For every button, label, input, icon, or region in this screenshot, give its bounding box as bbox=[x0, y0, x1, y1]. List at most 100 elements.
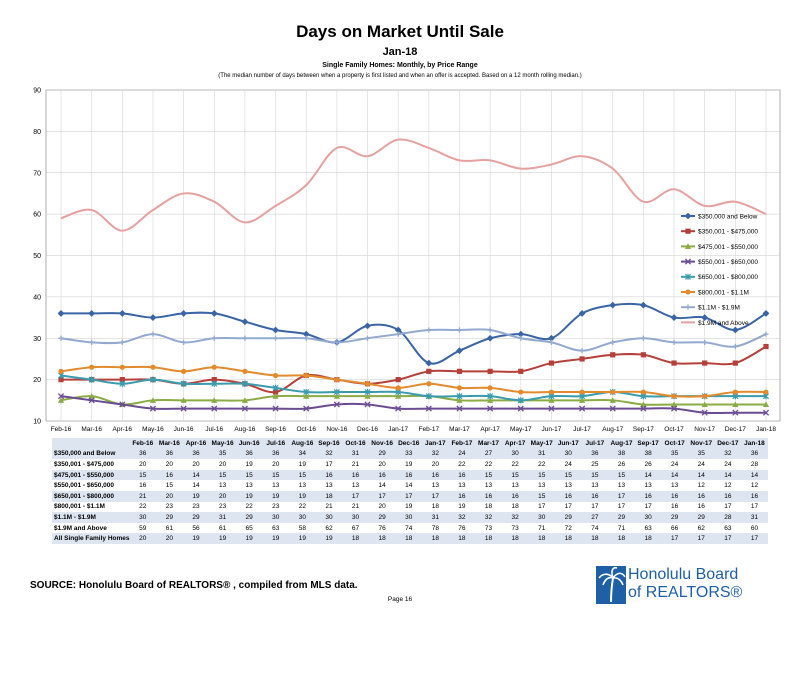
table-cell: 16 bbox=[448, 469, 476, 481]
data-point-series-6 bbox=[150, 331, 156, 337]
table-cell: 18 bbox=[475, 533, 502, 544]
table-cell: 31 bbox=[209, 512, 236, 523]
table-cell: 21 bbox=[342, 459, 369, 470]
x-tick-label: May-17 bbox=[510, 426, 532, 433]
data-point-series-5 bbox=[456, 385, 463, 391]
table-cell: 35 bbox=[661, 448, 688, 460]
data-point-series-6 bbox=[702, 339, 708, 345]
data-point-series-5 bbox=[364, 381, 371, 387]
table-cell: 21 bbox=[315, 501, 343, 513]
table-cell: 30 bbox=[342, 512, 369, 523]
table-cell: 30 bbox=[395, 512, 423, 523]
data-point-series-5 bbox=[272, 372, 279, 379]
table-cell: 32 bbox=[501, 512, 529, 523]
table-cell: 32 bbox=[422, 448, 449, 460]
data-table: Feb-16 Mar-16 Apr-16 May-16 Jun-16 Jul-16 Aug-… bbox=[52, 438, 768, 544]
table-cell: 22 bbox=[475, 459, 502, 470]
table-cell: 14 bbox=[182, 480, 210, 491]
x-tick-label: Jul-16 bbox=[205, 426, 223, 433]
data-point-series-2 bbox=[732, 401, 739, 408]
table-cell: 26 bbox=[634, 459, 662, 470]
data-point-series-0 bbox=[118, 310, 126, 317]
table-cell: 30 bbox=[555, 448, 582, 460]
table-cell: 13 bbox=[235, 480, 263, 491]
table-cell: 29 bbox=[182, 512, 210, 523]
data-point-series-5 bbox=[640, 389, 646, 395]
table-cell: 28 bbox=[714, 512, 742, 523]
table-cell: 30 bbox=[528, 512, 555, 523]
table-cell: 65 bbox=[235, 522, 263, 534]
data-point-series-5 bbox=[150, 364, 156, 370]
table-cell: 23 bbox=[262, 501, 290, 513]
table-cell: 21 bbox=[129, 490, 157, 502]
data-point-series-3 bbox=[364, 401, 371, 408]
source-note: SOURCE: Honolulu Board of REALTORS® , co… bbox=[30, 580, 358, 591]
y-tick-label: 20 bbox=[33, 377, 41, 384]
table-cell: 66 bbox=[661, 522, 688, 534]
data-point-series-0 bbox=[394, 326, 402, 334]
table-cell: 18 bbox=[395, 533, 423, 544]
data-point-series-0 bbox=[486, 334, 494, 342]
x-tick-label: Jul-17 bbox=[573, 426, 591, 433]
table-cell: 16 bbox=[368, 469, 396, 481]
table-cell: 61 bbox=[156, 522, 183, 534]
table-cell: 19 bbox=[235, 459, 263, 470]
data-point-series-1 bbox=[456, 368, 463, 374]
table-row: $350,000 and Below 36 36 36 35 36 36 34 32 31 29 33… bbox=[52, 448, 768, 460]
data-point-series-3 bbox=[456, 405, 463, 412]
table-cell: 15 bbox=[129, 469, 157, 481]
table-cell: 22 bbox=[289, 501, 316, 513]
table-cell: 29 bbox=[368, 512, 396, 523]
table-cell: 20 bbox=[129, 459, 157, 470]
table-column-header: Nov-16 bbox=[368, 438, 396, 449]
table-cell: 18 bbox=[448, 533, 476, 544]
data-point-legend-0 bbox=[684, 212, 692, 220]
data-point-series-1 bbox=[119, 377, 125, 383]
table-cell: 14 bbox=[368, 480, 396, 491]
data-point-series-4 bbox=[303, 388, 310, 396]
table-cell: 56 bbox=[182, 522, 210, 534]
table-cell: 29 bbox=[608, 512, 635, 523]
table-row-label: All Single Family Homes bbox=[52, 533, 130, 544]
table-cell: 15 bbox=[528, 490, 555, 502]
data-point-series-0 bbox=[88, 310, 96, 317]
table-cell: 32 bbox=[475, 512, 502, 523]
data-point-series-3 bbox=[241, 405, 248, 412]
data-point-series-6 bbox=[272, 335, 279, 341]
data-point-series-0 bbox=[517, 330, 525, 338]
table-column-header: Sep-16 bbox=[315, 438, 343, 449]
table-cell: 14 bbox=[661, 469, 688, 481]
data-point-series-1 bbox=[702, 360, 708, 366]
table-column-header: Jan-17 bbox=[422, 438, 449, 449]
data-point-series-0 bbox=[456, 347, 463, 355]
table-cell: 20 bbox=[422, 459, 449, 470]
data-point-series-2 bbox=[149, 397, 157, 403]
table-cell: 32 bbox=[448, 512, 476, 523]
table-cell: 23 bbox=[156, 501, 183, 513]
table-cell: 34 bbox=[289, 448, 316, 460]
table-cell: 17 bbox=[555, 501, 582, 513]
data-point-series-1 bbox=[518, 368, 524, 374]
data-point-series-6 bbox=[610, 339, 616, 345]
data-point-series-3 bbox=[333, 401, 340, 408]
table-cell: 31 bbox=[528, 448, 555, 460]
y-tick-label: 80 bbox=[33, 129, 41, 136]
table-cell: 22 bbox=[528, 459, 555, 470]
table-cell: 63 bbox=[634, 522, 662, 534]
data-point-series-2 bbox=[640, 401, 647, 408]
table-row: $1.1M - $1.9M 30 29 29 31 29 30 30 30 30 29 30 31 32 3… bbox=[52, 512, 768, 523]
table-cell: 36 bbox=[581, 448, 609, 460]
table-cell: 24 bbox=[448, 448, 476, 460]
report-period: Jan-18 bbox=[382, 46, 418, 58]
table-cell: 13 bbox=[315, 480, 343, 491]
table-cell: 36 bbox=[182, 448, 210, 460]
table-cell: 24 bbox=[555, 459, 582, 470]
x-tick-label: Mar-16 bbox=[81, 426, 102, 433]
data-point-series-3 bbox=[88, 397, 95, 404]
table-cell: 32 bbox=[714, 448, 742, 460]
data-point-series-1 bbox=[272, 389, 279, 395]
table-cell: 24 bbox=[714, 459, 742, 470]
data-point-series-1 bbox=[610, 352, 616, 358]
table-row: All Single Family Homes 20 20 19 19 19 19 19 19 1… bbox=[52, 533, 768, 544]
table-cell: 62 bbox=[687, 522, 715, 534]
